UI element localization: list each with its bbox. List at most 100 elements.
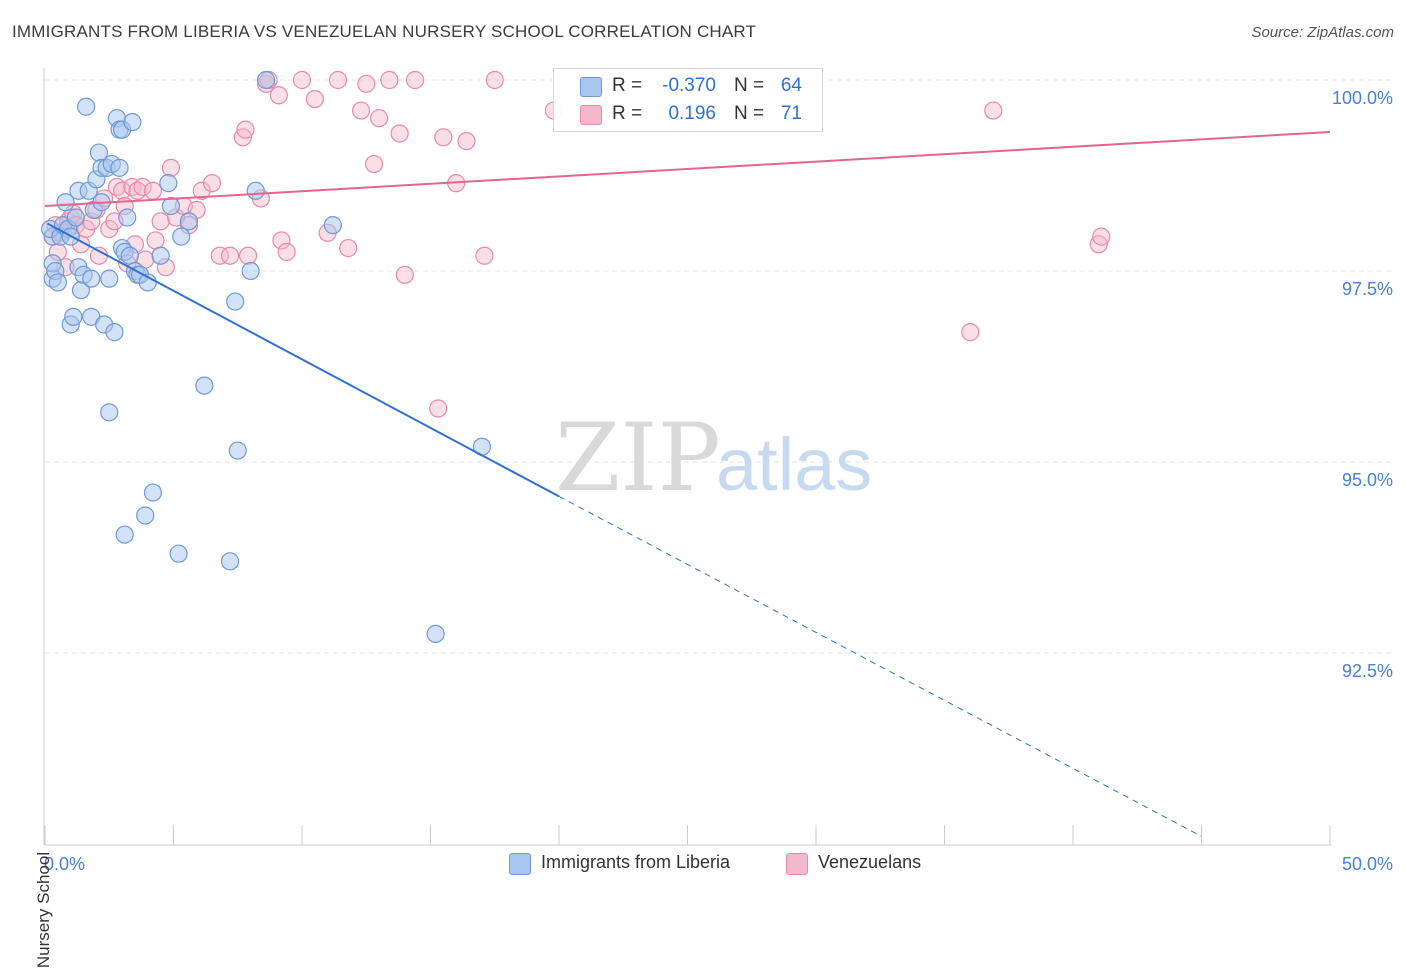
legend-row-liberia: R = -0.370 N = 64 bbox=[554, 72, 822, 100]
liberia-point bbox=[143, 483, 163, 502]
venezuelans-point bbox=[380, 70, 399, 90]
liberia-point bbox=[172, 227, 191, 246]
liberia-point bbox=[195, 376, 214, 395]
liberia-point bbox=[151, 246, 170, 265]
liberia-point bbox=[100, 269, 119, 288]
bottom-legend-label-venezuelans: Venezuelans bbox=[818, 852, 922, 872]
venezuelans-point bbox=[161, 158, 181, 177]
venezuelans-point bbox=[236, 120, 255, 139]
liberia-point bbox=[159, 174, 178, 193]
liberia-point bbox=[123, 112, 142, 132]
venezuelans-point bbox=[352, 101, 371, 120]
liberia-point bbox=[136, 506, 155, 525]
liberia-point bbox=[426, 624, 445, 644]
y-tick-label: 92.5% bbox=[1342, 661, 1393, 681]
y-tick-labels: 92.5% 95.0% 97.5% 100.0% bbox=[1332, 88, 1393, 681]
liberia-point bbox=[48, 273, 67, 292]
venezuelans-point bbox=[961, 323, 980, 342]
liberia-point bbox=[105, 323, 124, 342]
watermark-zip: ZIP bbox=[555, 404, 721, 513]
legend-row-venezuelans: R = 0.196 N = 71 bbox=[554, 100, 822, 128]
liberia-point bbox=[323, 216, 342, 235]
liberia-point bbox=[115, 525, 134, 544]
venezuelans-trend-line bbox=[44, 130, 1331, 208]
venezuelans-point bbox=[192, 181, 211, 200]
venezuelans-point bbox=[475, 246, 494, 265]
axes bbox=[43, 68, 1332, 846]
liberia-point bbox=[82, 269, 101, 288]
trend-lines bbox=[44, 130, 1331, 837]
x-tick-label-max: 50.0% bbox=[1342, 854, 1393, 874]
liberia-point bbox=[256, 70, 276, 90]
liberia-point bbox=[118, 208, 137, 227]
venezuelans-point bbox=[405, 70, 425, 90]
legend-r-label: R = bbox=[612, 75, 643, 96]
liberia-point bbox=[246, 181, 265, 200]
venezuelans-point bbox=[220, 246, 240, 265]
liberia-trend-extension bbox=[558, 495, 1202, 837]
liberia-points bbox=[41, 70, 491, 644]
venezuelans-point bbox=[238, 246, 258, 265]
venezuelans-point bbox=[984, 101, 1003, 120]
bottom-legend-label-liberia: Immigrants from Liberia bbox=[541, 852, 731, 872]
legend-r-value: -0.370 bbox=[662, 75, 716, 96]
bottom-legend-swatch-venezuelans bbox=[786, 853, 808, 875]
venezuelans-point bbox=[429, 399, 448, 418]
liberia-point bbox=[241, 261, 260, 281]
stats-legend: R = -0.370 N = 64 R = 0.196 N = 71 bbox=[553, 68, 823, 132]
venezuelans-point bbox=[210, 246, 229, 265]
venezuelans-point bbox=[339, 238, 358, 258]
venezuelans-point bbox=[269, 86, 288, 105]
y-tick-label: 97.5% bbox=[1342, 279, 1393, 299]
venezuelans-point bbox=[292, 70, 312, 90]
venezuelans-point bbox=[390, 124, 409, 143]
venezuelans-point bbox=[133, 177, 152, 197]
venezuelans-point bbox=[89, 246, 109, 265]
liberia-point bbox=[66, 208, 85, 227]
gridlines bbox=[45, 79, 1395, 654]
liberia-point bbox=[161, 196, 181, 216]
liberia-point bbox=[120, 246, 139, 265]
venezuelans-point bbox=[328, 70, 348, 90]
legend-r-value: 0.196 bbox=[668, 103, 716, 124]
venezuelans-point bbox=[112, 181, 132, 200]
venezuelans-point bbox=[305, 89, 324, 109]
y-tick-label: 95.0% bbox=[1342, 470, 1393, 490]
liberia-point bbox=[220, 552, 240, 571]
watermark-atlas: atlas bbox=[716, 423, 872, 506]
scatter-chart: ZIP atlas 92.5% 95.0% 97.5% 100.0% 0.0% 50.… bbox=[41, 68, 1395, 874]
venezuelans-point bbox=[357, 74, 376, 93]
legend-swatch-venezuelans bbox=[580, 105, 602, 125]
legend-swatch-liberia bbox=[580, 77, 602, 97]
liberia-point bbox=[226, 292, 245, 311]
venezuelans-point bbox=[457, 132, 476, 151]
legend-n-label: N = bbox=[734, 75, 765, 96]
venezuelans-point bbox=[434, 128, 453, 147]
liberia-point bbox=[56, 193, 75, 212]
liberia-point bbox=[77, 97, 96, 116]
liberia-point bbox=[228, 441, 247, 460]
source-label: Source: ZipAtlas.com bbox=[1251, 24, 1394, 41]
venezuelans-point bbox=[277, 242, 296, 261]
venezuelans-point bbox=[143, 181, 163, 200]
venezuelans-point bbox=[364, 154, 384, 174]
liberia-point bbox=[169, 544, 188, 563]
venezuelans-point bbox=[202, 174, 222, 193]
venezuelans-point bbox=[146, 231, 165, 250]
legend-r-label: R = bbox=[612, 103, 643, 124]
x-tick-label-min: 0.0% bbox=[44, 854, 85, 874]
legend-n-value: 71 bbox=[780, 103, 802, 124]
venezuelans-point bbox=[370, 109, 389, 128]
legend-n-label: N = bbox=[734, 103, 765, 124]
venezuelans-point bbox=[272, 231, 291, 250]
liberia-point bbox=[64, 307, 83, 326]
liberia-trend-line bbox=[47, 222, 560, 498]
venezuelans-point bbox=[1092, 227, 1111, 246]
venezuelans-point bbox=[151, 212, 170, 231]
y-axis-label: Nursery School bbox=[34, 851, 53, 968]
y-tick-label: 100.0% bbox=[1332, 88, 1393, 108]
liberia-point bbox=[179, 212, 199, 231]
venezuelans-point bbox=[395, 265, 414, 284]
chart-title: IMMIGRANTS FROM LIBERIA VS VENEZUELAN NU… bbox=[12, 22, 757, 41]
liberia-point bbox=[100, 403, 119, 422]
